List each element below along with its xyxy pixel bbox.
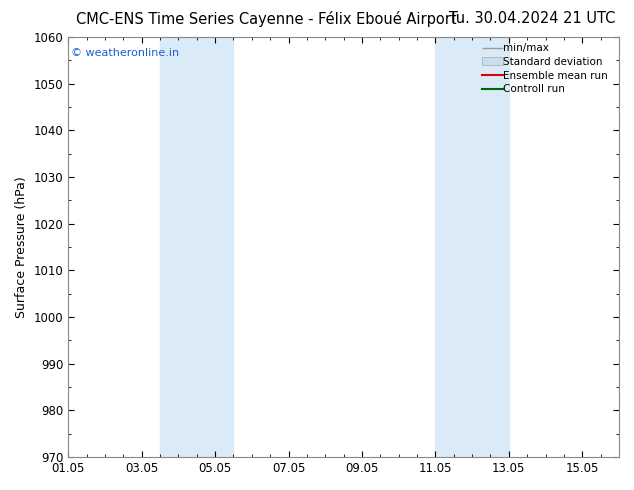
Bar (436, 37, 509, 457)
Text: CMC-ENS Time Series Cayenne - Félix Eboué Airport: CMC-ENS Time Series Cayenne - Félix Ebou… (76, 11, 456, 27)
Text: © weatheronline.in: © weatheronline.in (71, 48, 179, 58)
Text: Tu. 30.04.2024 21 UTC: Tu. 30.04.2024 21 UTC (449, 11, 615, 26)
Y-axis label: Surface Pressure (hPa): Surface Pressure (hPa) (15, 176, 28, 318)
Bar (160, 37, 233, 457)
Legend: min/max, Standard deviation, Ensemble mean run, Controll run: min/max, Standard deviation, Ensemble me… (478, 39, 617, 98)
